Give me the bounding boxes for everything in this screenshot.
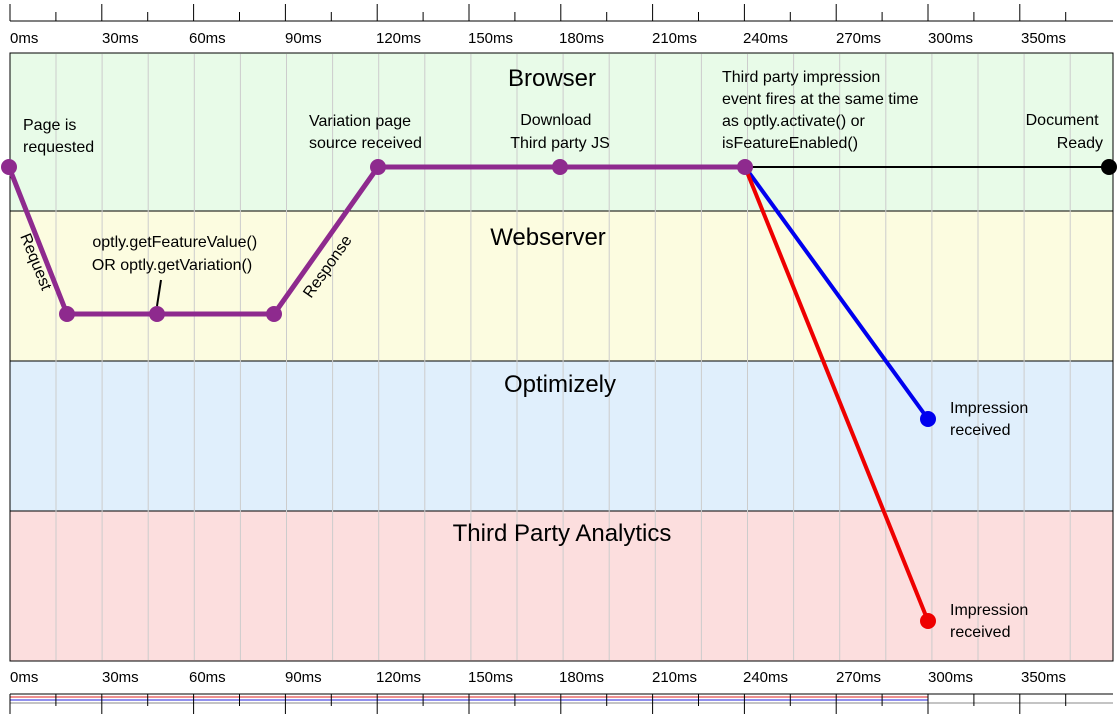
analytics-impression-path — [743, 166, 930, 622]
tick-label: 270ms — [836, 30, 881, 47]
get-feature-leader — [156, 279, 162, 307]
point-get-feature — [149, 306, 165, 322]
tick-label: 180ms — [559, 669, 604, 686]
tick-label: 90ms — [285, 30, 322, 47]
label-impression-optimizely: Impression received — [950, 400, 1033, 439]
tick-label: 150ms — [468, 30, 513, 47]
tick-label: 60ms — [189, 669, 226, 686]
tick-label: 270ms — [836, 669, 881, 686]
analytics-impression-dot — [920, 613, 936, 629]
label-impression-analytics: Impression received — [950, 602, 1033, 641]
label-variation-received: Variation page source received — [309, 113, 422, 152]
optimizely-impression-dot — [920, 411, 936, 427]
tick-label: 350ms — [1021, 30, 1066, 47]
tick-label: 300ms — [928, 669, 973, 686]
tick-label: 150ms — [468, 669, 513, 686]
bottom-ruler — [9, 693, 1113, 714]
tick-label: 240ms — [743, 669, 788, 686]
gridlines — [55, 54, 1071, 660]
tick-label: 90ms — [285, 669, 322, 686]
tick-label: 60ms — [189, 30, 226, 47]
lane-title-browser: Browser — [508, 65, 596, 92]
tick-label: 0ms — [10, 669, 38, 686]
tick-label: 30ms — [102, 669, 139, 686]
lane-title-webserver: Webserver — [490, 224, 606, 251]
tick-label: 30ms — [102, 30, 139, 47]
tick-label: 120ms — [376, 30, 421, 47]
bottom-tick-labels: 0ms 30ms 60ms 90ms 120ms 150ms 180ms 210ms 240ms… — [10, 669, 1066, 686]
point-third-party-event — [737, 159, 753, 175]
top-ruler-ticks — [9, 4, 1067, 21]
tick-label: 210ms — [652, 669, 697, 686]
tick-label: 120ms — [376, 669, 421, 686]
tick-label: 210ms — [652, 30, 697, 47]
point-download-js — [552, 159, 568, 175]
label-document-ready: Document Ready — [1026, 112, 1103, 152]
point-request-arrives — [59, 306, 75, 322]
top-tick-labels: 0ms 30ms 60ms 90ms 120ms 150ms 180ms 210ms 240ms… — [10, 30, 1066, 47]
lane-title-analytics: Third Party Analytics — [453, 520, 672, 547]
point-response-sent — [266, 306, 282, 322]
label-download-js: Download Third party JS — [510, 112, 610, 152]
optimizely-impression-path — [743, 165, 930, 421]
bottom-ruler-ticks — [9, 694, 1067, 714]
label-page-requested: Page is requested — [23, 117, 94, 156]
top-ruler — [9, 4, 1113, 22]
document-ready-dot — [1101, 159, 1117, 175]
point-page-requested — [1, 159, 17, 175]
lane-title-optimizely: Optimizely — [504, 371, 616, 398]
main-path-points — [1, 159, 753, 322]
tick-label: 300ms — [928, 30, 973, 47]
tick-label: 350ms — [1021, 669, 1066, 686]
label-get-feature: optly.getFeatureValue() OR optly.getVari… — [92, 234, 262, 274]
tick-label: 240ms — [743, 30, 788, 47]
point-variation-received — [370, 159, 386, 175]
tick-label: 0ms — [10, 30, 38, 47]
tick-label: 180ms — [559, 30, 604, 47]
label-third-party-event: Third party impression event fires at th… — [722, 69, 923, 152]
